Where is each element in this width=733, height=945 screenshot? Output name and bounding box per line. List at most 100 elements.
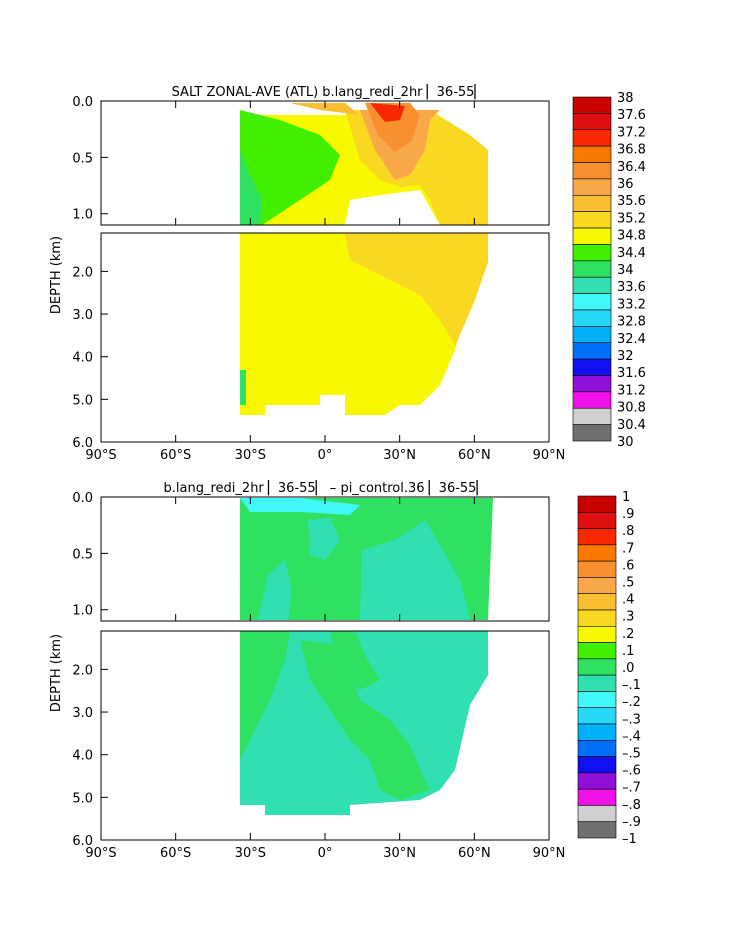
colorbar-label: 34	[617, 263, 634, 278]
colorbar-swatch	[572, 326, 612, 344]
x-tick-label: 60°S	[160, 846, 191, 861]
colorbar-label: 30.4	[617, 418, 646, 433]
colorbar-swatch	[577, 756, 617, 774]
panel2-title: b.lang_redi_2hr ▏36-55▏ – pi_control.36 …	[164, 479, 487, 496]
y-tick-label: 6.0	[72, 436, 93, 451]
colorbar-label: –.7	[622, 781, 641, 796]
panel2-colorbar: 1 .9 .8 .7 .6 .5 .4 .3 .2 .1 .0 –.1 –.2 –.3 –.4 –.5 –.6 –…	[577, 490, 641, 847]
colorbar-label: 37.2	[617, 125, 646, 140]
panel2-ylabel: DEPTH (km)	[49, 634, 64, 712]
panel2-yticks: 0.0 0.5 1.0 2.0 3.0 4.0 5.0 6.0	[72, 491, 108, 849]
x-tick-label: 0°	[318, 448, 333, 463]
y-tick-label: 0.0	[72, 95, 93, 110]
colorbar-label: .7	[622, 541, 634, 556]
panel-salt: SALT ZONAL-AVE (ATL) b.lang_redi_2hr ▏36…	[49, 83, 646, 463]
colorbar-label: .6	[622, 558, 634, 573]
y-tick-label: 1.0	[72, 604, 93, 619]
y-tick-label: 0.5	[72, 547, 93, 562]
colorbar-swatch	[572, 276, 612, 294]
colorbar-swatch	[577, 593, 617, 611]
colorbar-swatch	[572, 407, 612, 425]
colorbar-swatch	[572, 129, 612, 147]
colorbar-swatch	[572, 424, 612, 442]
y-tick-label: 2.0	[72, 265, 93, 280]
x-tick-label: 90°S	[85, 846, 116, 861]
panel2-lower-field	[240, 631, 488, 815]
colorbar-label: 1	[622, 490, 630, 505]
panel2-xticks: 90°S 60°S 30°S 0° 30°N 60°N 90°N	[85, 497, 565, 861]
colorbar-label: 38	[617, 91, 634, 106]
colorbar-swatch	[572, 162, 612, 180]
panel1-ylabel: DEPTH (km)	[49, 236, 64, 314]
colorbar-swatch	[577, 674, 617, 692]
colorbar-swatch	[577, 609, 617, 627]
colorbar-swatch	[577, 723, 617, 741]
colorbar-swatch	[572, 178, 612, 196]
colorbar-label: 36.8	[617, 143, 646, 158]
colorbar-swatch	[572, 227, 612, 245]
colorbar-swatch	[577, 560, 617, 578]
colorbar-label: 30.8	[617, 401, 646, 416]
colorbar-label: –1	[622, 832, 637, 847]
colorbar-label: 34.4	[617, 246, 646, 261]
y-tick-label: 6.0	[72, 834, 93, 849]
colorbar-swatch	[572, 194, 612, 212]
colorbar-label: .5	[622, 576, 634, 591]
colorbar-swatch	[572, 293, 612, 311]
x-tick-label: 60°N	[458, 448, 491, 463]
colorbar-swatch	[572, 309, 612, 327]
colorbar-label: 34.8	[617, 229, 646, 244]
panel-difference: b.lang_redi_2hr ▏36-55▏ – pi_control.36 …	[49, 479, 641, 861]
colorbar-label: –.2	[622, 695, 641, 710]
colorbar-label: 33.6	[617, 280, 646, 295]
colorbar-label: 33.2	[617, 297, 646, 312]
colorbar-swatch	[577, 528, 617, 546]
colorbar-swatch	[572, 358, 612, 376]
colorbar-label: 36	[617, 177, 634, 192]
y-tick-label: 0.5	[72, 151, 93, 166]
colorbar-label: 36.4	[617, 160, 646, 175]
colorbar-label: –.3	[622, 712, 641, 727]
panel1-colorbar: 38 37.6 37.2 36.8 36.4 36 35.6 35.2 34.8 34.4 34 33…	[572, 91, 646, 450]
colorbar-label: .1	[622, 644, 634, 659]
colorbar-swatch	[572, 113, 612, 131]
colorbar-label: 35.2	[617, 211, 646, 226]
x-tick-label: 0°	[318, 846, 333, 861]
colorbar-swatch	[572, 244, 612, 262]
colorbar-swatch	[572, 260, 612, 278]
colorbar-swatch	[577, 772, 617, 790]
colorbar-label: .3	[622, 610, 634, 625]
colorbar-swatch	[577, 544, 617, 562]
colorbar-label: 31.6	[617, 366, 646, 381]
colorbar-label: 32.8	[617, 315, 646, 330]
colorbar-swatch	[577, 495, 617, 513]
panel1-xticks: 90°S 60°S 30°S 0° 30°N 60°N 90°N	[85, 101, 565, 463]
colorbar-label: 35.6	[617, 194, 646, 209]
x-tick-label: 30°S	[235, 448, 266, 463]
x-tick-label: 60°N	[458, 846, 491, 861]
x-tick-label: 90°S	[85, 448, 116, 463]
colorbar-label: –.1	[622, 678, 641, 693]
colorbar-label: 32.4	[617, 332, 646, 347]
colorbar-label: –.4	[622, 729, 641, 744]
colorbar-label: 37.6	[617, 108, 646, 123]
colorbar-swatch	[577, 821, 617, 839]
colorbar-swatch	[577, 788, 617, 806]
colorbar-label: .4	[622, 593, 634, 608]
colorbar-swatch	[572, 96, 612, 114]
y-tick-label: 4.0	[72, 351, 93, 366]
colorbar-swatch	[577, 658, 617, 676]
colorbar-swatch	[572, 145, 612, 163]
colorbar-swatch	[577, 707, 617, 725]
x-tick-label: 90°N	[533, 846, 566, 861]
colorbar-swatch	[577, 739, 617, 757]
y-tick-label: 1.0	[72, 208, 93, 223]
colorbar-swatch	[577, 625, 617, 643]
panel1-lower-field	[240, 233, 488, 415]
panel1-upper-field	[240, 103, 488, 225]
colorbar-label: 30	[617, 435, 634, 450]
panel1-yticks: 0.0 0.5 1.0 2.0 3.0 4.0 5.0 6.0	[72, 95, 108, 451]
colorbar-label: 31.2	[617, 383, 646, 398]
colorbar-label: .2	[622, 627, 634, 642]
